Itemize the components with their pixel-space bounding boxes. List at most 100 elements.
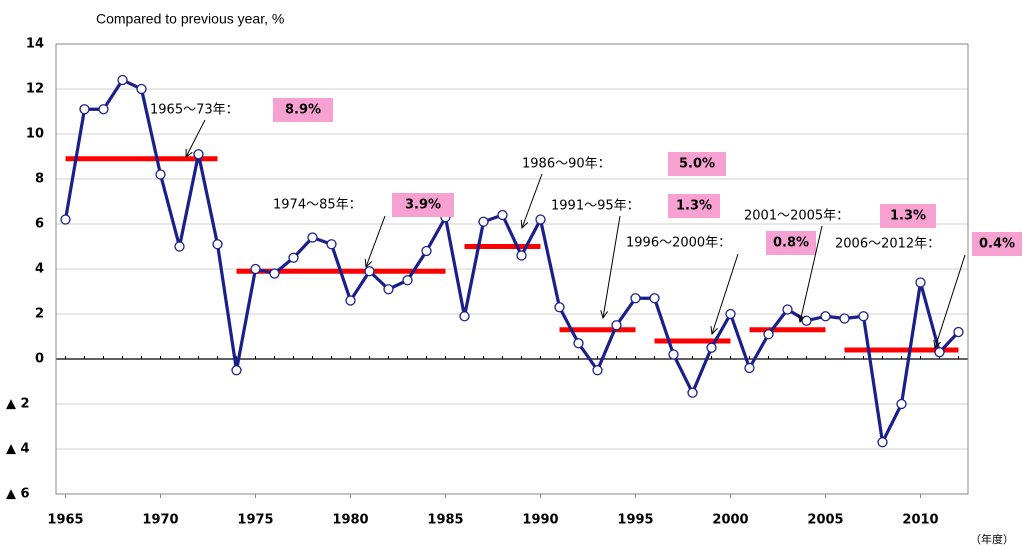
data-point bbox=[820, 311, 831, 322]
annotation-arrow bbox=[711, 253, 739, 335]
x-unit-label: （年度） bbox=[970, 532, 1014, 546]
arrow-head bbox=[364, 258, 373, 269]
y-tick-label: 0 bbox=[35, 352, 44, 367]
data-point bbox=[402, 275, 413, 286]
annotation-arrow bbox=[365, 215, 386, 268]
annotation-box bbox=[972, 232, 1022, 256]
annotation-value: 1.3% bbox=[890, 209, 926, 224]
data-point bbox=[193, 149, 204, 160]
data-point bbox=[345, 295, 356, 306]
annotation-box bbox=[273, 98, 333, 122]
x-tick-label: 1980 bbox=[332, 513, 368, 528]
annotation-arrow bbox=[934, 254, 966, 349]
annotation-value: 8.9% bbox=[285, 103, 321, 118]
data-point bbox=[877, 437, 888, 448]
x-tick-label: 1965 bbox=[47, 513, 83, 528]
data-point bbox=[934, 347, 945, 358]
y-tick-label: ▲ 2 bbox=[6, 397, 30, 412]
data-point bbox=[478, 216, 489, 227]
x-tick-label: 2010 bbox=[902, 513, 938, 528]
data-point bbox=[725, 308, 736, 320]
data-point bbox=[858, 311, 869, 322]
annotation-label: 1974～85年： bbox=[273, 198, 362, 213]
annotation-label: 1986～90年： bbox=[522, 157, 611, 172]
y-tick-label: 10 bbox=[26, 127, 44, 142]
data-point bbox=[459, 311, 470, 322]
annotation-value: 5.0% bbox=[679, 157, 715, 172]
annotation-label: 2001～2005年： bbox=[744, 209, 849, 224]
annotation-value: 3.9% bbox=[405, 198, 441, 213]
arrow-head bbox=[185, 148, 193, 159]
arrow-head bbox=[710, 326, 718, 336]
data-point bbox=[630, 293, 641, 304]
annotation-value: 0.4% bbox=[979, 237, 1015, 252]
data-point bbox=[649, 293, 660, 304]
annotation-arrow bbox=[602, 215, 621, 319]
data-point bbox=[953, 326, 964, 338]
data-point bbox=[744, 362, 755, 374]
data-point bbox=[896, 398, 907, 410]
arrow-head bbox=[933, 340, 941, 350]
y-tick-label: 2 bbox=[35, 307, 44, 322]
data-point bbox=[915, 277, 926, 288]
data-point bbox=[497, 209, 508, 221]
annotation-label: 1996～2000年： bbox=[626, 236, 731, 251]
x-tick-label: 1990 bbox=[522, 513, 558, 528]
data-point bbox=[573, 338, 584, 349]
y-tick-label: 14 bbox=[26, 37, 44, 52]
data-point bbox=[269, 268, 280, 279]
y-tick-label: 4 bbox=[35, 262, 44, 277]
x-tick-label: 2005 bbox=[807, 513, 843, 528]
data-point bbox=[98, 104, 109, 115]
data-point bbox=[421, 245, 432, 257]
annotation-box bbox=[880, 204, 936, 228]
arrow-head bbox=[520, 219, 529, 230]
data-point bbox=[174, 241, 185, 252]
data-point bbox=[117, 74, 128, 86]
data-point bbox=[535, 214, 546, 225]
data-point bbox=[212, 239, 223, 250]
annotation-label: 1965～73年： bbox=[150, 103, 239, 118]
data-point bbox=[839, 313, 850, 324]
x-tick-label: 2000 bbox=[712, 513, 748, 528]
data-point bbox=[155, 169, 166, 180]
data-point bbox=[706, 342, 717, 353]
data-point bbox=[668, 349, 679, 360]
y-tick-label: 12 bbox=[26, 82, 44, 97]
annotation-value: 1.3% bbox=[676, 199, 712, 214]
annotation-label: 1991～95年： bbox=[551, 199, 640, 214]
data-point bbox=[763, 329, 774, 340]
x-tick-label: 1975 bbox=[237, 513, 273, 528]
data-point bbox=[326, 239, 337, 250]
data-point bbox=[687, 387, 698, 398]
data-point bbox=[60, 214, 71, 225]
data-point bbox=[383, 284, 394, 295]
annotation-label: 2006～2012年： bbox=[835, 237, 940, 252]
data-point bbox=[364, 266, 375, 277]
data-point bbox=[307, 232, 318, 243]
x-tick-label: 1985 bbox=[427, 513, 463, 528]
data-point bbox=[782, 304, 793, 315]
annotation-arrow bbox=[185, 119, 206, 158]
data-point bbox=[136, 83, 147, 95]
arrow-head bbox=[600, 310, 609, 320]
data-point bbox=[516, 250, 527, 261]
y-tick-label: 6 bbox=[35, 217, 44, 232]
y-tick-label: 8 bbox=[35, 172, 44, 187]
annotation-box bbox=[392, 193, 454, 217]
arrow-head bbox=[797, 314, 806, 324]
chart-subtitle: Compared to previous year, % bbox=[96, 11, 284, 27]
data-point bbox=[250, 263, 261, 275]
data-point bbox=[79, 104, 90, 115]
data-point bbox=[231, 365, 242, 376]
annotation-arrow bbox=[799, 225, 823, 323]
annotation-box bbox=[668, 194, 720, 218]
data-point bbox=[592, 365, 603, 376]
annotation-arrow bbox=[521, 173, 543, 229]
data-point bbox=[288, 252, 299, 263]
data-point bbox=[801, 315, 812, 326]
annotation-box bbox=[766, 231, 816, 255]
annotation-value: 0.8% bbox=[773, 236, 809, 251]
plot-border bbox=[55, 43, 969, 495]
